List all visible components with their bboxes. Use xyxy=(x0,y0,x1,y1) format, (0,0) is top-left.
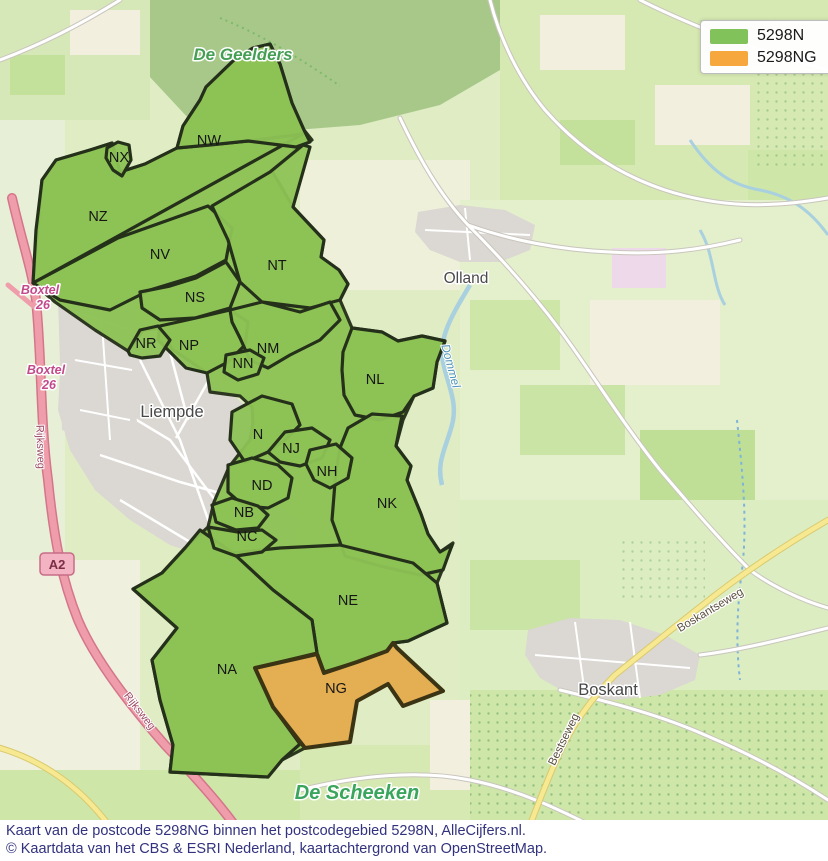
legend-label: 5298N xyxy=(757,27,805,44)
legend-swatch-green xyxy=(710,28,748,44)
legend-swatch-orange xyxy=(710,50,748,66)
map-label-boskant: Boskant xyxy=(578,681,638,699)
region-code-label-np: NP xyxy=(179,338,199,354)
map-label-de-geelders: De Geelders xyxy=(193,45,292,64)
region-na xyxy=(131,528,319,779)
region-code-label-ng: NG xyxy=(325,681,347,697)
region-nt xyxy=(210,143,350,310)
region-code-label-nn: NN xyxy=(233,356,254,372)
region-code-label-na: NA xyxy=(217,662,237,678)
region-ns xyxy=(138,260,242,322)
region-code-label-nm: NM xyxy=(257,341,280,357)
region-code-labels: NZ NW NV NT NS NP NM NR NN NX NL NK NE NA N NJ NH ND NB NC N… xyxy=(88,133,397,697)
region-code-label-nv: NV xyxy=(150,247,170,263)
legend-row-5298n: 5298N xyxy=(710,28,828,44)
region-nb xyxy=(210,496,270,532)
caption: Kaart van de postcode 5298NG binnen het … xyxy=(0,820,828,861)
map-label-liempde: Liempde xyxy=(140,403,203,421)
caption-line-1: Kaart van de postcode 5298NG binnen het … xyxy=(6,823,526,839)
map-label-rijksweg: Rijksweg xyxy=(33,425,47,469)
region-code-label-ne: NE xyxy=(338,593,358,609)
region-nh xyxy=(304,442,354,490)
map-label-boxtel: Boxtel xyxy=(27,363,66,377)
map-label-boxtel: Boxtel xyxy=(21,283,60,297)
region-code-label-nb: NB xyxy=(234,505,254,521)
region-code-label-nj: NJ xyxy=(282,441,300,457)
region-code-label-nw: NW xyxy=(197,133,221,149)
region-nl xyxy=(340,326,447,422)
region-ng xyxy=(253,641,445,750)
region-code-label-nl: NL xyxy=(366,372,385,388)
region-code-label-n: N xyxy=(253,427,263,443)
map-label-26: 26 xyxy=(41,378,57,392)
region-nv xyxy=(31,204,234,312)
region-nk xyxy=(330,412,454,577)
legend: 5298N 5298NG xyxy=(700,20,828,74)
region-code-label-nz: NZ xyxy=(88,209,107,225)
postcode-regions xyxy=(31,42,455,779)
map-label-26: 26 xyxy=(35,298,51,312)
region-nm xyxy=(228,300,342,370)
region-nn xyxy=(222,348,266,382)
region-nx xyxy=(104,140,133,178)
region-code-label-nr: NR xyxy=(136,336,157,352)
region-nc xyxy=(206,525,278,558)
caption-line-2: © Kaartdata van het CBS & ESRI Nederland… xyxy=(6,840,548,857)
region-code-label-nc: NC xyxy=(237,529,258,545)
map-label-de-scheeken: De Scheeken xyxy=(295,782,420,804)
region-code-label-nd: ND xyxy=(252,478,273,494)
region-code-label-ns: NS xyxy=(185,290,205,306)
region-nd xyxy=(226,456,294,510)
region-code-label-nx: NX xyxy=(109,150,129,166)
legend-label: 5298NG xyxy=(757,49,817,66)
map-label-olland: Olland xyxy=(444,270,489,287)
region-code-label-nh: NH xyxy=(317,464,338,480)
a2-badge: A2 xyxy=(39,552,75,576)
region-code-label-nt: NT xyxy=(267,258,286,274)
region-code-label-nk: NK xyxy=(377,496,397,512)
a2-badge-label: A2 xyxy=(49,557,66,572)
region-nw xyxy=(175,42,312,150)
region-nr xyxy=(126,324,172,360)
legend-row-5298ng: 5298NG xyxy=(710,50,828,66)
